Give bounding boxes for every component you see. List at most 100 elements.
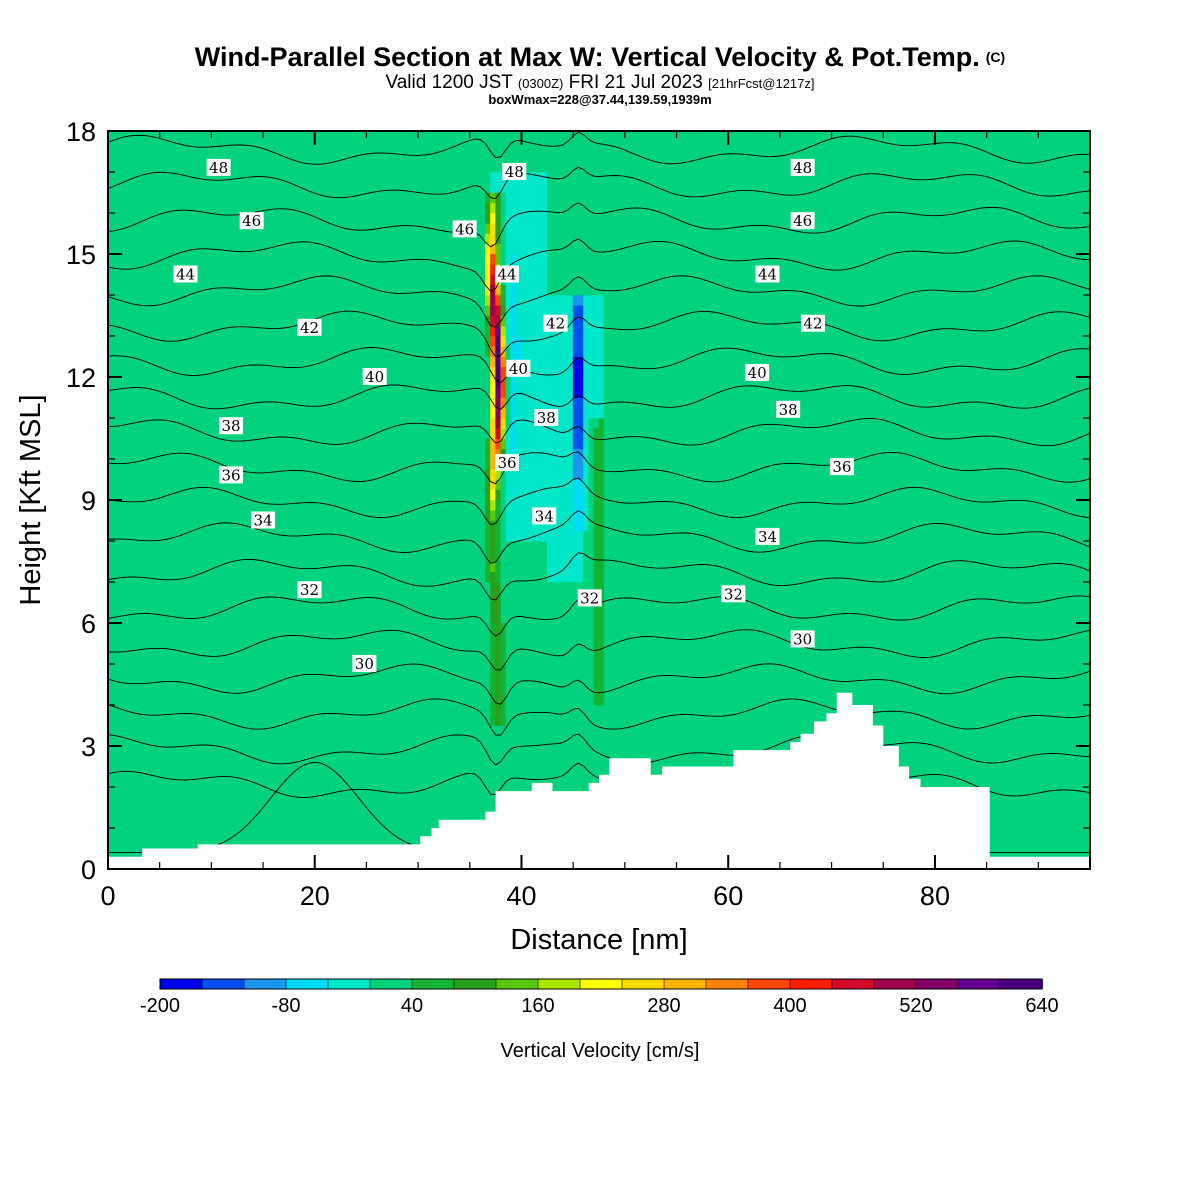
colorbar-swatch xyxy=(621,978,665,990)
forecast-info: [21hrFcst@1217z] xyxy=(708,76,815,91)
colorbar-swatch xyxy=(915,978,959,990)
colorbar-swatch xyxy=(243,978,287,990)
colorbar-swatch xyxy=(999,978,1043,990)
colorbar-tick-label: 40 xyxy=(401,995,423,1017)
colorbar-tick-label: 280 xyxy=(647,995,680,1017)
terrain xyxy=(108,692,1090,869)
colorbar-swatch xyxy=(327,978,371,990)
x-tick-label: 80 xyxy=(920,881,950,911)
theta-label-34: 34 xyxy=(251,511,276,530)
colorbar-swatch xyxy=(705,978,749,990)
y-tick-label: 12 xyxy=(66,363,96,393)
theta-contour-47 xyxy=(108,202,1090,248)
theta-contour-35 xyxy=(108,629,1090,671)
colorbar-swatch xyxy=(957,978,1001,990)
theta-contour-40 xyxy=(108,451,1090,485)
theta-contour-43 xyxy=(108,347,1090,384)
colorbar-tick-label: 160 xyxy=(521,995,554,1017)
colorbar-swatch xyxy=(201,978,245,990)
x-tick-label: 20 xyxy=(300,881,330,911)
colorbar-tick-label: -80 xyxy=(272,995,301,1017)
y-tick-label: 9 xyxy=(81,486,96,516)
theta-contour-39 xyxy=(108,477,1090,525)
valid-time: Valid 1200 JST xyxy=(385,72,513,93)
colorbar-swatch xyxy=(789,978,833,990)
colorbar-swatch xyxy=(873,978,917,990)
x-axis-label: Distance [nm] xyxy=(510,924,687,956)
theta-label-46: 46 xyxy=(790,212,815,230)
y-tick-label: 3 xyxy=(81,732,96,762)
theta-label-38: 38 xyxy=(776,400,801,419)
colorbar-swatch xyxy=(411,978,455,990)
theta-contours xyxy=(108,131,1090,854)
theta-label-32: 32 xyxy=(297,581,322,599)
colorbar-swatch xyxy=(663,978,707,990)
valid-utc: (0300Z) xyxy=(517,76,564,91)
x-tick-label: 0 xyxy=(100,881,115,911)
theta-contour-45 xyxy=(108,275,1090,328)
copyright-mark: (C) xyxy=(985,49,1006,65)
terrain-profile xyxy=(108,692,1090,869)
theta-label-42: 42 xyxy=(800,314,825,333)
x-tick-label: 40 xyxy=(506,881,536,911)
y-tick-label: 18 xyxy=(66,117,96,147)
colorbar-tick-label: 640 xyxy=(1025,995,1058,1017)
theta-label-40: 40 xyxy=(362,368,387,386)
x-tick-label: 60 xyxy=(713,881,743,911)
colorbar-swatch xyxy=(369,978,413,990)
y-axis-label: Height [Kft MSL] xyxy=(15,394,47,605)
theta-contour-48 xyxy=(108,166,1090,200)
theta-label-30: 30 xyxy=(352,655,377,673)
theta-label-40: 40 xyxy=(506,359,531,378)
theta-contour-42 xyxy=(108,384,1090,410)
colorbar-tick-label: 400 xyxy=(773,995,806,1017)
theta-label-30: 30 xyxy=(790,630,815,648)
theta-label-32: 32 xyxy=(721,585,746,603)
colorbar: -200 -80 40 160 280 400 520 640 xyxy=(140,978,1059,1017)
y-tick-label: 15 xyxy=(66,240,96,270)
theta-label-36: 36 xyxy=(829,458,854,476)
theta-label-36: 36 xyxy=(219,466,244,484)
theta-label-46: 46 xyxy=(239,212,264,230)
chart-title: Wind-Parallel Section at Max W: Vertical… xyxy=(0,42,1200,72)
box-wmax-info: boxWmax=228@37.44,139.59,1939m xyxy=(488,92,712,107)
theta-label-40: 40 xyxy=(745,363,770,382)
theta-label-34: 34 xyxy=(755,527,780,546)
theta-contour-32 xyxy=(108,733,1090,766)
colorbar-label: Vertical Velocity [cm/s] xyxy=(501,1040,700,1062)
colorbar-swatch xyxy=(285,978,329,990)
chart-subtitle: Valid 1200 JST (0300Z) FRI 21 Jul 2023 [… xyxy=(0,73,1200,94)
theta-contour-labels: 48 46 44 42 40 38 36 34 32 30 46 48 44 40 42 38 36 34 32 48… xyxy=(173,158,854,673)
theta-contour-33 xyxy=(108,698,1090,736)
theta-label-44: 44 xyxy=(173,265,198,284)
colorbar-swatch xyxy=(159,978,203,990)
theta-contour-44 xyxy=(108,310,1090,358)
theta-label-48: 48 xyxy=(206,158,231,177)
theta-contour-41 xyxy=(108,418,1090,447)
theta-label-42: 42 xyxy=(543,314,568,333)
theta-contour-38 xyxy=(108,510,1090,564)
theta-label-32: 32 xyxy=(577,589,602,607)
colorbar-swatch xyxy=(453,978,497,990)
theta-label-36: 36 xyxy=(495,454,520,472)
vertical-velocity-field xyxy=(108,131,1090,869)
theta-label-44: 44 xyxy=(495,265,520,284)
colorbar-swatch xyxy=(579,978,623,990)
colorbar-tick-label: -200 xyxy=(140,995,180,1017)
colorbar-tick-label: 520 xyxy=(899,995,932,1017)
colorbar-swatch xyxy=(495,978,539,990)
colorbar-swatch xyxy=(747,978,791,990)
y-tick-label: 6 xyxy=(81,609,96,639)
theta-label-34: 34 xyxy=(532,507,557,525)
colorbar-swatch xyxy=(537,978,581,990)
valid-date: FRI 21 Jul 2023 xyxy=(568,72,703,93)
theta-label-42: 42 xyxy=(297,318,322,337)
y-tick-label: 0 xyxy=(81,855,96,885)
theta-label-38: 38 xyxy=(219,417,244,435)
theta-contour-46 xyxy=(108,238,1090,292)
theta-label-46: 46 xyxy=(452,220,477,238)
colorbar-swatch xyxy=(831,978,875,990)
theta-contour-49 xyxy=(108,131,1090,165)
